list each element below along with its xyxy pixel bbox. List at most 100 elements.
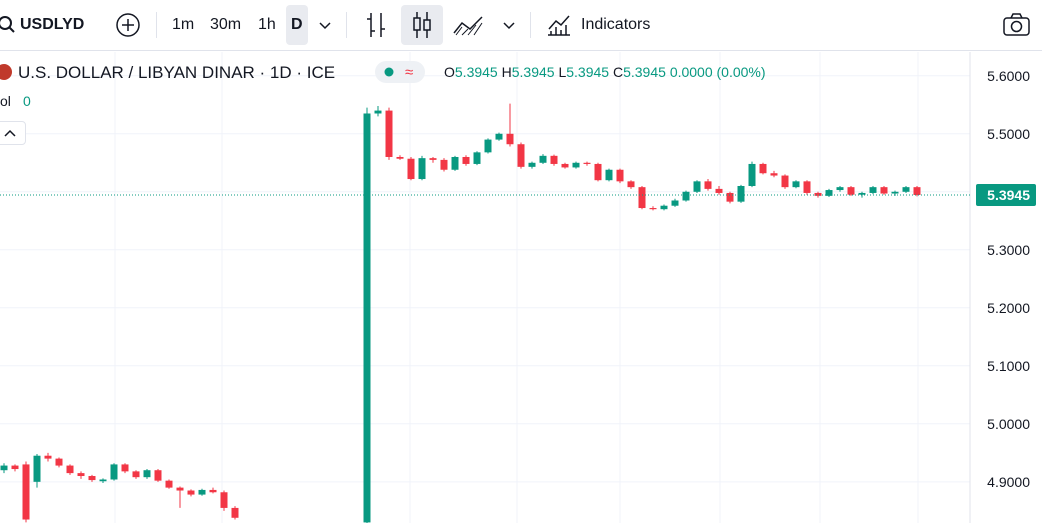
candle-body — [638, 187, 646, 209]
candle-body — [0, 465, 8, 471]
candle-body — [682, 191, 690, 201]
candle-body — [858, 192, 866, 195]
candle-body — [561, 163, 569, 168]
status-icons: ≈ — [384, 64, 413, 81]
candle-body — [121, 464, 129, 472]
camera-icon[interactable] — [1002, 12, 1032, 38]
last-price-box — [976, 183, 1036, 206]
search-icon[interactable] — [0, 15, 16, 35]
candle-body — [484, 139, 492, 153]
candle-body — [385, 110, 393, 157]
candle-body — [396, 156, 404, 159]
candle-body — [550, 155, 558, 164]
candle-body — [759, 163, 767, 174]
candle-body — [143, 470, 151, 478]
candle-body — [891, 191, 899, 194]
candle-body — [407, 158, 415, 180]
low-label: L — [558, 64, 567, 80]
interval[interactable]: 1m — [172, 16, 195, 33]
low-value: 5.3945 — [566, 64, 610, 80]
candle-body — [792, 181, 800, 188]
bars-icon[interactable] — [364, 11, 388, 39]
candle-body — [110, 464, 118, 480]
candle-body — [583, 162, 591, 164]
candle-body — [715, 188, 723, 193]
candle-body — [429, 158, 437, 160]
interval[interactable]: 1h — [258, 16, 276, 33]
candle-body — [363, 113, 371, 523]
candle-body — [627, 181, 635, 188]
candle-body — [528, 162, 536, 167]
dropdown[interactable] — [318, 21, 332, 31]
y-tick-label: 5.2000 — [987, 300, 1030, 316]
indicators[interactable]: Indicators — [581, 16, 651, 33]
symbol[interactable]: USDLYD — [20, 16, 85, 33]
area-icon[interactable] — [452, 13, 486, 37]
candle-body — [616, 169, 624, 182]
candle-body — [220, 492, 228, 508]
candle-body — [539, 155, 547, 163]
open-label: O — [444, 64, 455, 80]
volume-label: ol — [0, 93, 11, 109]
candle-body — [803, 181, 811, 193]
y-tick-label: 5.0000 — [987, 416, 1030, 432]
candle-body — [44, 455, 52, 459]
last-price-label: 5.3945 — [987, 187, 1030, 203]
open-value: 5.3945 — [454, 64, 498, 80]
close-value: 5.3945 — [623, 64, 666, 80]
candle-body — [440, 159, 448, 170]
candle-body — [11, 465, 19, 470]
chevron — [4, 129, 16, 137]
candle-body — [594, 163, 602, 181]
candle-body — [66, 465, 74, 474]
candle-body — [506, 133, 514, 145]
candle-body — [737, 185, 745, 202]
candle-body — [88, 476, 96, 481]
interval-active[interactable]: D — [291, 16, 303, 33]
y-tick-label: 5.5000 — [987, 126, 1030, 142]
close-label: C — [612, 64, 624, 80]
candle-body — [165, 480, 173, 488]
candle-body — [99, 479, 107, 482]
candle-body — [33, 455, 41, 482]
candle-body — [187, 490, 195, 495]
candle-body — [902, 187, 910, 192]
high-label: H — [501, 64, 512, 80]
candle-body — [748, 163, 756, 186]
candle-body — [704, 181, 712, 189]
candle-body — [880, 187, 888, 194]
candle-body — [660, 205, 668, 210]
candle-body — [517, 144, 525, 167]
add-symbol[interactable] — [114, 11, 142, 39]
svg-text:≈: ≈ — [405, 64, 413, 81]
candle-body — [770, 173, 778, 176]
candle-body — [209, 489, 217, 493]
toolbar: USDLYD 1m 30m 1h D Indicators — [0, 0, 1042, 51]
indicators-icon[interactable] — [546, 13, 572, 37]
candle-body — [847, 187, 855, 195]
candle-body — [726, 192, 734, 202]
collapse-button[interactable] — [0, 121, 26, 145]
change: 0.0000 (0.00%) — [669, 64, 766, 80]
candle-body — [77, 473, 85, 477]
candles-icon[interactable] — [410, 10, 434, 40]
dropdown[interactable] — [502, 21, 516, 31]
candle-body — [913, 187, 921, 195]
candle-body — [473, 152, 481, 164]
volume-value: 0 — [23, 93, 31, 109]
candle-body — [671, 200, 679, 206]
candle-body — [451, 156, 459, 170]
candle-body — [374, 110, 382, 114]
candle-body — [693, 181, 701, 192]
candle-body — [176, 487, 184, 491]
status-pill[interactable]: ≈ — [375, 61, 425, 83]
interval[interactable]: 30m — [210, 16, 242, 33]
candle-body — [418, 158, 426, 180]
y-tick-label: 5.6000 — [987, 68, 1030, 84]
candle-body — [132, 471, 140, 478]
candle-body — [781, 175, 789, 188]
candle-body — [154, 470, 162, 481]
candle-body — [605, 169, 613, 181]
ohlc: O5.3945 H5.3945 L5.3945 C5.3945 0.0000 (… — [444, 64, 766, 80]
